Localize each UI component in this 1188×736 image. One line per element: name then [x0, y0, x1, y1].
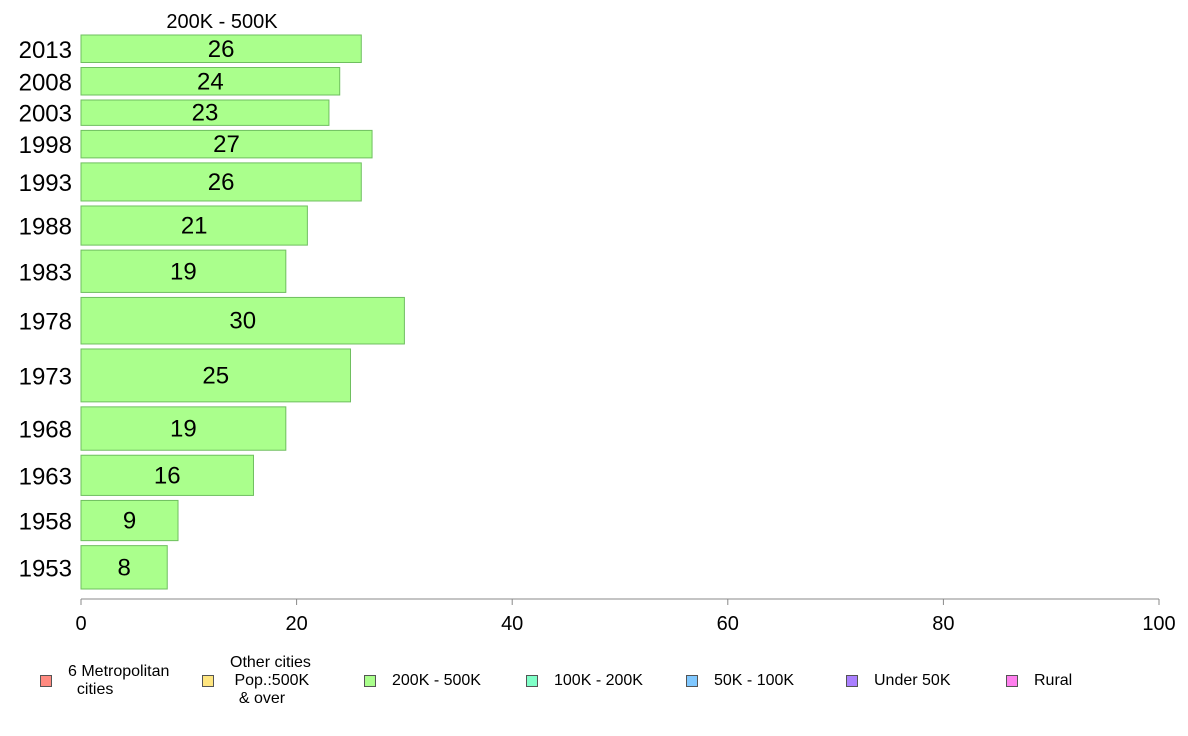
legend-item: 200K - 500K	[364, 672, 481, 690]
data-label-1968: 19	[170, 416, 197, 443]
x-tick-label-80: 80	[932, 613, 954, 635]
data-label-1983: 19	[170, 258, 197, 285]
y-tick-label-1963: 1963	[19, 463, 72, 490]
legend-item: Rural	[1006, 672, 1072, 690]
x-tick-label-0: 0	[75, 613, 86, 635]
data-label-1963: 16	[154, 462, 181, 489]
legend-item: 100K - 200K	[526, 672, 643, 690]
x-tick-label-20: 20	[285, 613, 307, 635]
data-label-2008: 24	[197, 68, 224, 95]
data-label-1978: 30	[229, 308, 256, 335]
legend-item: Other cities Pop.:500K & over	[202, 654, 311, 708]
data-label-2013: 26	[208, 36, 235, 63]
bar-1958	[80, 499, 179, 542]
bar-1963	[80, 454, 254, 496]
y-tick-label-1978: 1978	[19, 309, 72, 336]
y-tick-label-1998: 1998	[19, 132, 72, 159]
bar-1993	[80, 162, 362, 202]
y-tick-label-1958: 1958	[19, 509, 72, 536]
bar-1968	[80, 406, 287, 451]
y-tick-label-1988: 1988	[19, 214, 72, 241]
legend: 6 Metropolitan cities Other cities Pop.:5…	[0, 640, 1188, 736]
bar-2008	[80, 67, 341, 96]
y-tick-label-1953: 1953	[19, 555, 72, 582]
bar-1973	[80, 348, 351, 403]
data-label-2003: 23	[192, 100, 219, 127]
bar-1988	[80, 205, 308, 246]
bar-1978	[80, 296, 405, 345]
y-tick-label-2013: 2013	[19, 37, 72, 64]
y-tick-label-2003: 2003	[19, 101, 72, 128]
legend-label: Rural	[1034, 672, 1073, 689]
y-tick-label-1968: 1968	[19, 417, 72, 444]
x-tick-label-40: 40	[501, 613, 523, 635]
legend-swatch	[202, 675, 214, 687]
legend-item: Under 50K	[846, 672, 951, 690]
legend-item: 6 Metropolitan cities	[40, 663, 169, 699]
legend-label: Under 50K	[874, 672, 951, 689]
x-tick-label-60: 60	[717, 613, 739, 635]
legend-label: Other cities Pop.:500K & over	[230, 654, 311, 707]
y-tick-label-1973: 1973	[19, 363, 72, 390]
data-label-1973: 25	[202, 362, 229, 389]
y-tick-label-1983: 1983	[19, 259, 72, 286]
legend-label: 200K - 500K	[392, 672, 481, 689]
legend-swatch	[40, 675, 52, 687]
data-label-1958: 9	[123, 508, 136, 535]
legend-swatch	[526, 675, 538, 687]
bar-1983	[80, 249, 287, 293]
legend-swatch	[686, 675, 698, 687]
data-label-1993: 26	[208, 169, 235, 196]
data-label-1988: 21	[181, 213, 208, 240]
bar-1953	[80, 545, 168, 590]
x-tick-label-100: 100	[1142, 613, 1175, 635]
y-tick-label-1993: 1993	[19, 170, 72, 197]
legend-item: 50K - 100K	[686, 672, 794, 690]
legend-swatch	[846, 675, 858, 687]
legend-swatch	[1006, 675, 1018, 687]
legend-label: 6 Metropolitan cities	[68, 663, 170, 698]
legend-label: 50K - 100K	[714, 672, 795, 689]
data-label-1998: 27	[213, 131, 240, 158]
chart-title: 200K - 500K	[166, 11, 278, 33]
bar-2013	[80, 34, 362, 64]
bar-2003	[80, 99, 330, 126]
data-label-1953: 8	[117, 554, 130, 581]
bar-1998	[80, 129, 373, 159]
legend-swatch	[364, 675, 376, 687]
y-tick-label-2008: 2008	[19, 69, 72, 96]
legend-label: 100K - 200K	[554, 672, 643, 689]
